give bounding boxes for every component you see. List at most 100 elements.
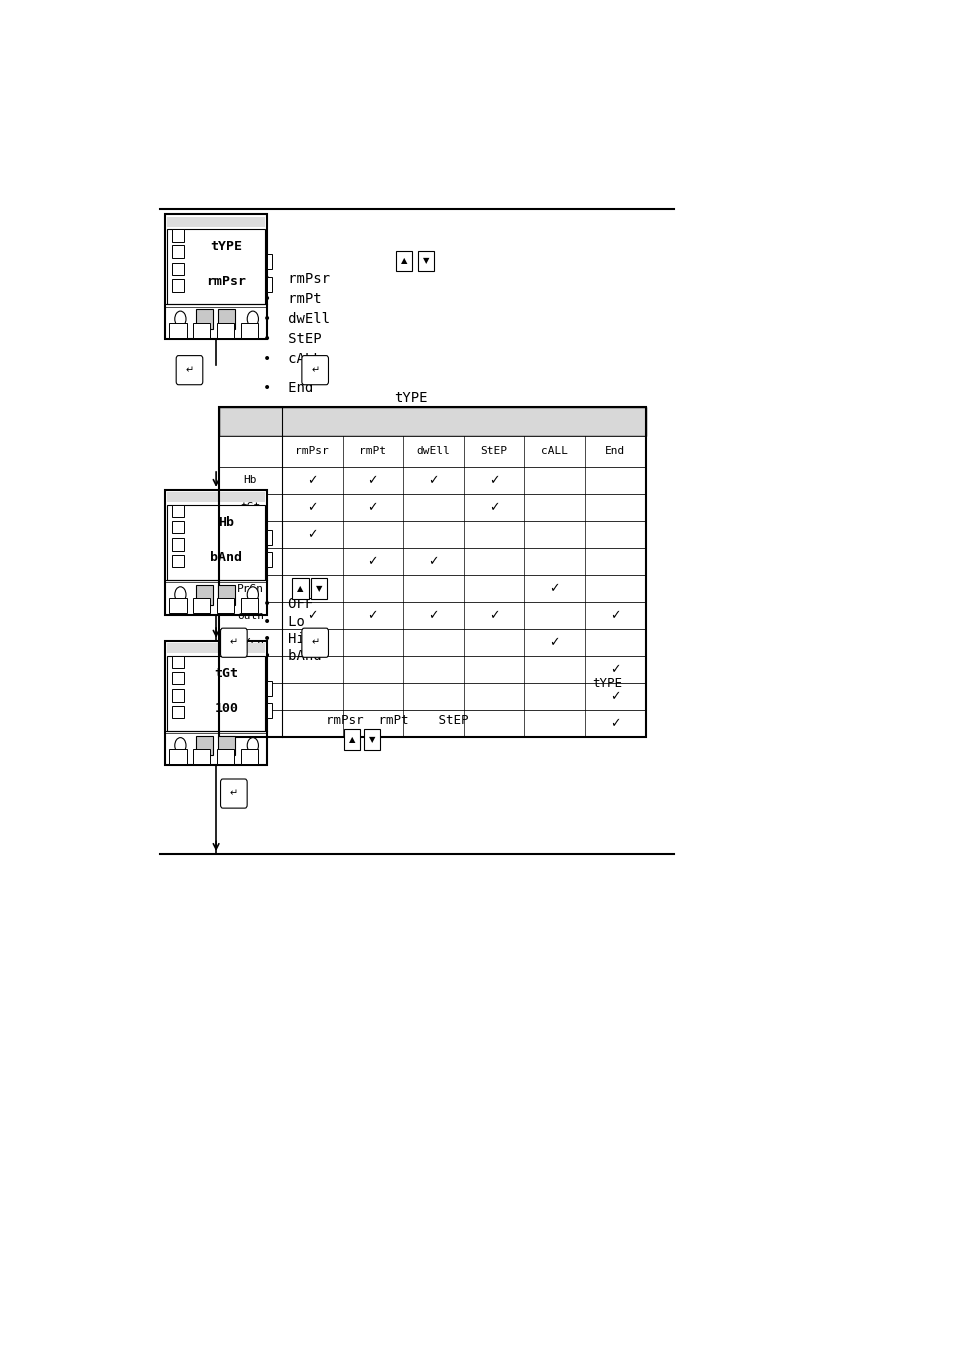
Bar	[219, 549, 645, 576]
FancyBboxPatch shape	[301, 355, 328, 385]
Text: ▲: ▲	[349, 735, 355, 744]
Bar	[219, 603, 645, 630]
FancyBboxPatch shape	[301, 628, 328, 658]
Text: tYPE: tYPE	[210, 240, 242, 253]
Bar	[172, 521, 184, 534]
Bar	[172, 505, 184, 517]
Text: tYPE: tYPE	[592, 677, 621, 690]
Bar	[195, 735, 213, 755]
Circle shape	[174, 311, 186, 327]
Bar	[193, 750, 211, 765]
Bar	[219, 467, 645, 494]
Bar	[167, 216, 265, 227]
Bar	[267, 254, 272, 269]
Bar	[165, 640, 267, 766]
Circle shape	[174, 738, 186, 754]
Text: •  End: • End	[263, 381, 314, 394]
Text: tYPE: tYPE	[395, 392, 428, 405]
Bar	[417, 250, 434, 272]
Text: outn: outn	[236, 611, 264, 620]
Text: cYcn: cYcn	[236, 638, 264, 647]
Bar	[364, 730, 380, 750]
Circle shape	[247, 738, 258, 754]
Bar	[172, 230, 184, 242]
Bar	[167, 230, 265, 304]
Text: •  bAnd: • bAnd	[263, 650, 322, 663]
Text: ▼: ▼	[369, 735, 375, 744]
Bar	[218, 585, 235, 605]
Text: dwEll: dwEll	[233, 665, 267, 674]
Bar	[165, 213, 267, 339]
Bar	[217, 323, 234, 338]
Bar	[169, 323, 187, 338]
Text: ▲: ▲	[400, 257, 407, 265]
Text: ✓: ✓	[307, 528, 317, 540]
Text: ✓: ✓	[428, 474, 438, 486]
Bar	[241, 323, 258, 338]
Bar	[218, 309, 235, 330]
Text: ↵: ↵	[311, 638, 319, 647]
Bar	[169, 750, 187, 765]
Text: Hb: Hb	[218, 516, 234, 528]
Bar	[172, 555, 184, 567]
Text: ↵: ↵	[230, 638, 237, 647]
Text: Endt: Endt	[236, 692, 264, 701]
Bar	[165, 490, 267, 615]
Bar	[167, 505, 265, 580]
Text: •  OFF: • OFF	[263, 597, 314, 611]
Bar	[193, 323, 211, 338]
Bar	[169, 598, 187, 613]
Text: Hb: Hb	[243, 476, 257, 485]
Circle shape	[247, 311, 258, 327]
Text: ✓: ✓	[610, 609, 620, 623]
Bar	[267, 530, 272, 544]
Bar	[195, 309, 213, 330]
Bar	[241, 598, 258, 613]
Bar	[267, 681, 272, 696]
Circle shape	[247, 586, 258, 603]
Text: ✓: ✓	[307, 474, 317, 486]
Text: ✓: ✓	[488, 474, 498, 486]
Text: dur: dur	[240, 557, 260, 566]
Text: dwEll: dwEll	[416, 446, 450, 457]
Bar	[172, 539, 184, 551]
Bar	[193, 598, 211, 613]
Bar	[172, 655, 184, 669]
Bar	[267, 703, 272, 717]
Bar	[219, 630, 645, 657]
Text: End: End	[604, 446, 625, 457]
Text: •  rmPsr: • rmPsr	[263, 272, 330, 285]
Text: ✓: ✓	[367, 501, 377, 513]
Text: ✓: ✓	[307, 609, 317, 623]
Bar	[395, 250, 412, 272]
Text: •  Lo: • Lo	[263, 615, 305, 630]
Bar	[219, 576, 645, 603]
Bar	[218, 735, 235, 755]
Bar	[195, 585, 213, 605]
Text: •  cALL: • cALL	[263, 351, 322, 366]
Bar	[167, 492, 265, 503]
Text: rmPsr: rmPsr	[295, 446, 329, 457]
Text: 100: 100	[214, 701, 238, 715]
Text: ✓: ✓	[488, 609, 498, 623]
Circle shape	[174, 586, 186, 603]
Bar	[219, 436, 645, 467]
Text: ▲: ▲	[296, 584, 303, 593]
Bar	[172, 705, 184, 717]
Text: ▼: ▼	[315, 584, 322, 593]
Bar	[267, 277, 272, 292]
Bar	[172, 263, 184, 276]
Bar	[344, 730, 360, 750]
Text: ✓: ✓	[610, 717, 620, 731]
Text: ▼: ▼	[422, 257, 429, 265]
Text: PrGn: PrGn	[236, 584, 264, 593]
Bar	[172, 689, 184, 701]
Bar	[219, 684, 645, 711]
Text: Pwr: Pwr	[240, 719, 260, 730]
Bar	[172, 280, 184, 292]
FancyBboxPatch shape	[220, 780, 247, 808]
FancyBboxPatch shape	[176, 355, 203, 385]
Text: bAnd: bAnd	[210, 551, 242, 563]
Text: ✓: ✓	[549, 636, 559, 650]
Text: ✓: ✓	[610, 663, 620, 677]
